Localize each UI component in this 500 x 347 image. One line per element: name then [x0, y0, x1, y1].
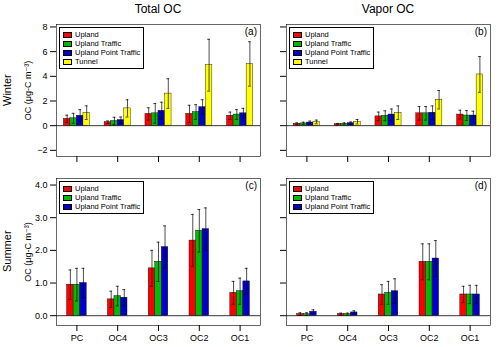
html-text:Tunnel: Tunnel [305, 57, 328, 66]
svg-text:4: 4 [42, 71, 47, 81]
html-text:Upland Point Traffic: Upland Point Traffic [305, 202, 371, 211]
svg-text:−2: −2 [37, 145, 47, 155]
svg-text:OC (μg-C m⁻³): OC (μg-C m⁻³) [23, 222, 33, 281]
svg-text:2: 2 [42, 96, 47, 106]
svg-text:OC (μg-C m⁻³): OC (μg-C m⁻³) [23, 61, 33, 120]
html-text:Winter: Winter [1, 74, 13, 106]
html-text:(d): (d) [474, 180, 487, 191]
html-text:Upland Traffic: Upland Traffic [305, 193, 352, 202]
html-text:Upland: Upland [75, 184, 99, 193]
html-text:Upland: Upland [305, 30, 329, 39]
html-text:Upland Point Traffic: Upland Point Traffic [75, 202, 141, 211]
html-text:Upland Traffic: Upland Traffic [305, 39, 352, 48]
html-text:Upland Point Traffic: Upland Point Traffic [305, 48, 371, 57]
html-text:Upland: Upland [75, 30, 99, 39]
svg-text:OC3: OC3 [379, 333, 398, 343]
svg-text:OC1: OC1 [231, 333, 250, 343]
svg-text:OC2: OC2 [420, 333, 439, 343]
html-text:(a): (a) [244, 26, 257, 37]
svg-text:OC1: OC1 [461, 333, 480, 343]
html-text:(c): (c) [245, 180, 257, 191]
svg-text:0: 0 [42, 121, 47, 131]
svg-text:PC: PC [301, 333, 314, 343]
html-text:Vapor OC: Vapor OC [361, 2, 415, 16]
html-text:Tunnel: Tunnel [75, 57, 98, 66]
html-text:Summer: Summer [1, 230, 13, 273]
svg-text:4.0: 4.0 [35, 180, 48, 190]
svg-text:0.0: 0.0 [35, 311, 48, 321]
svg-text:OC4: OC4 [338, 333, 357, 343]
svg-text:PC: PC [71, 333, 84, 343]
svg-text:2.0: 2.0 [35, 245, 48, 255]
svg-text:6: 6 [42, 47, 47, 57]
svg-text:OC3: OC3 [149, 333, 168, 343]
svg-text:3.0: 3.0 [35, 213, 48, 223]
svg-text:8: 8 [42, 22, 47, 32]
html-text:(b): (b) [474, 26, 487, 37]
html-text:Upland Point Traffic: Upland Point Traffic [75, 48, 141, 57]
html-text:Upland Traffic: Upland Traffic [75, 193, 122, 202]
html-text:Upland: Upland [305, 184, 329, 193]
svg-text:1.0: 1.0 [35, 278, 48, 288]
svg-text:OC2: OC2 [190, 333, 209, 343]
svg-text:OC4: OC4 [108, 333, 127, 343]
html-text:Total OC: Total OC [134, 2, 182, 16]
html-text:Upland Traffic: Upland Traffic [75, 39, 122, 48]
